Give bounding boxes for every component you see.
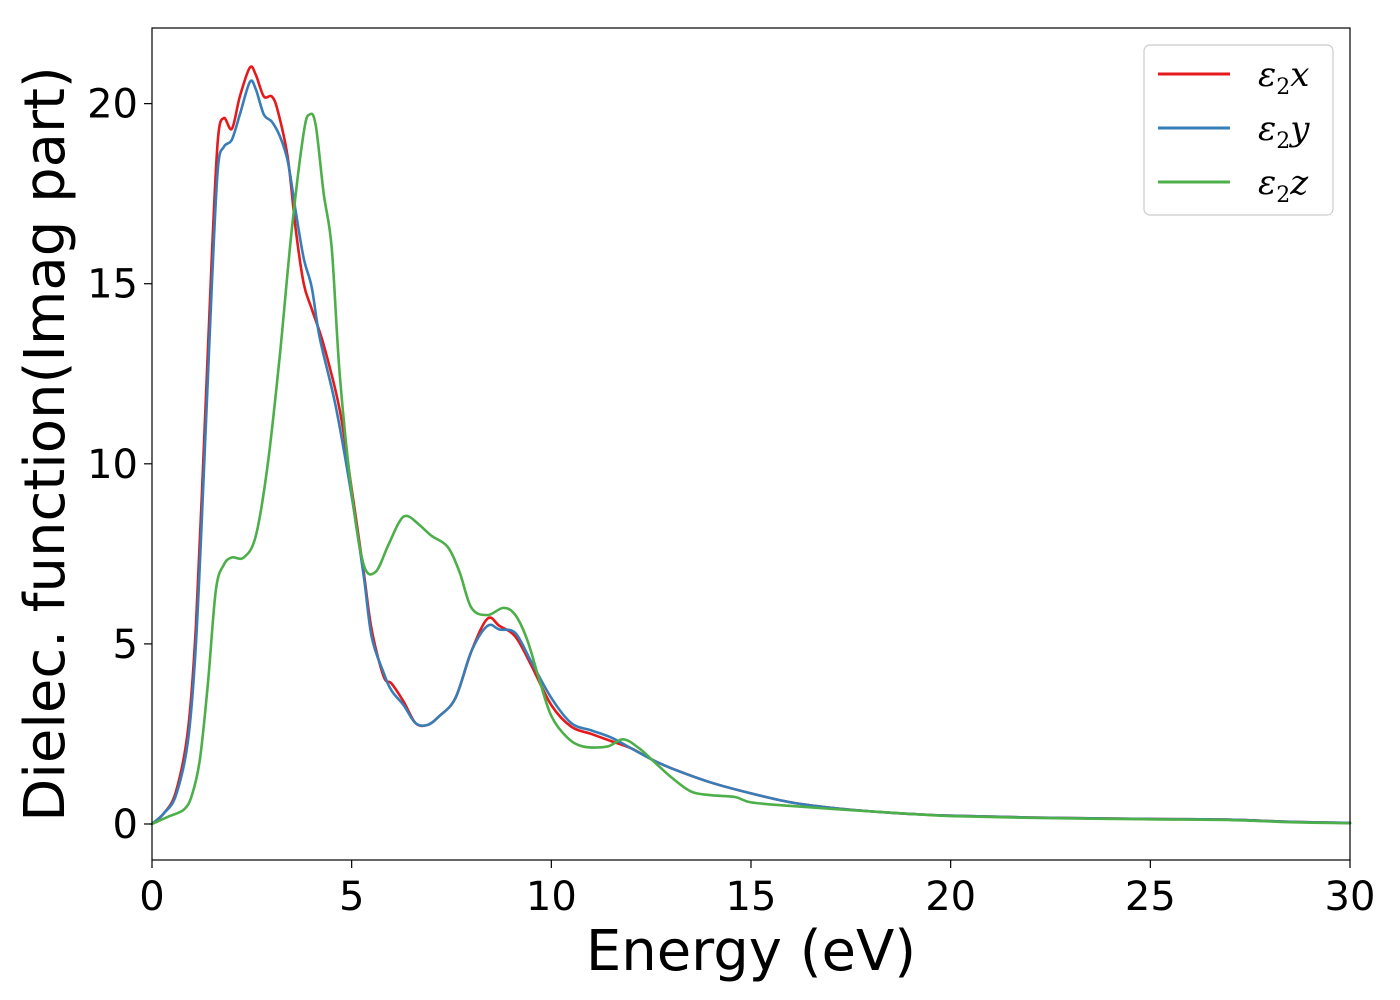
x-tick-label: 25 [1125,874,1176,920]
series-layer [150,65,1352,826]
legend-label-x: ε2x [1258,55,1309,100]
x-axis-label: Energy (eV) [586,919,916,984]
x-tick-label: 20 [925,874,976,920]
y-tick-label: 10 [87,442,138,488]
legend-label-y: ε2y [1258,109,1310,154]
y-tick-label: 20 [87,82,138,128]
x-tick-label: 5 [339,874,364,920]
y-axis-label: Dielec. function(Imag part) [13,66,78,822]
legend: ε2x ε2y ε2z [1143,44,1334,216]
legend-entries: ε2x ε2y ε2z [1158,55,1310,208]
x-tick-label: 30 [1325,874,1376,920]
y-tick-label: 5 [113,622,138,668]
y-tick-label: 15 [87,262,138,308]
x-tick-label: 15 [726,874,777,920]
x-tick-label: 10 [526,874,577,920]
legend-frame [1143,44,1334,216]
legend-label-z: ε2z [1258,163,1309,208]
x-tick-label: 0 [139,874,164,920]
y-tick-label: 0 [113,802,138,848]
y-axis-ticks: 0 5 10 15 20 [87,82,152,848]
series-line-y [150,79,1352,826]
x-axis-ticks: 0 5 10 15 20 25 30 [139,860,1375,920]
series-line-z [150,112,1352,826]
